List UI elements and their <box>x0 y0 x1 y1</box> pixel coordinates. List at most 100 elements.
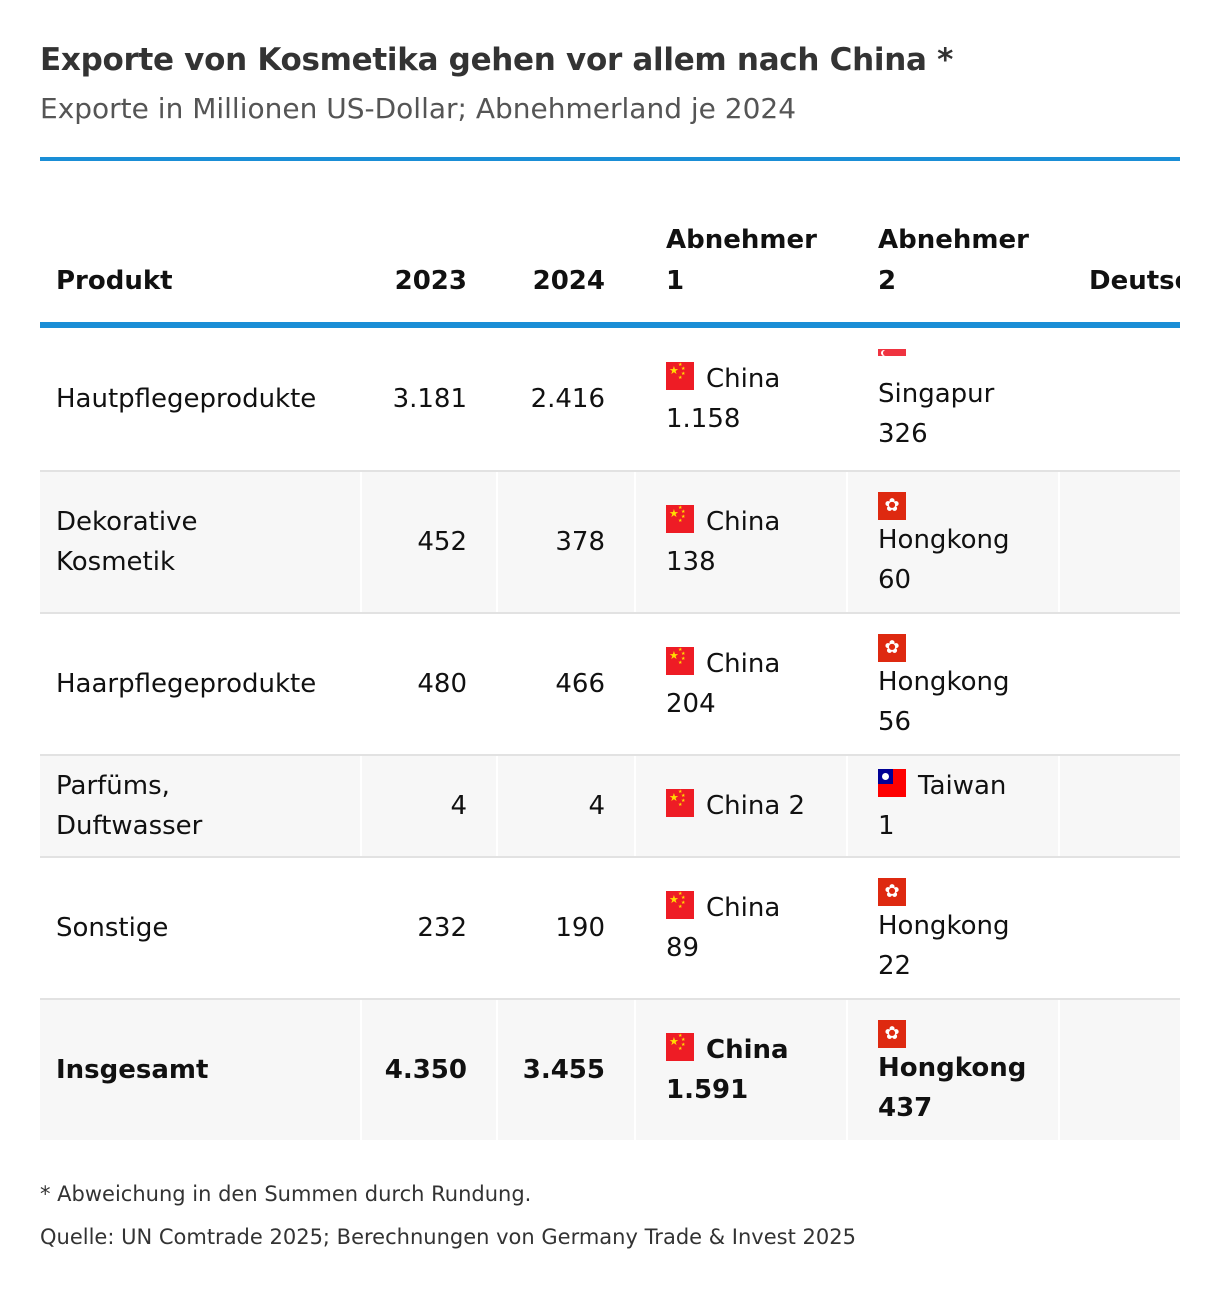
column-separator <box>846 756 848 856</box>
china-flag-icon: ★ ★ ★ ★ ★ <box>666 891 694 919</box>
col-header-abnehmer-1: Abnehmer 1 <box>666 226 817 296</box>
cell-2023: 232 <box>417 913 467 943</box>
singapore-flag-icon <box>878 349 906 363</box>
abnehmer-2-value: 437 <box>878 1092 933 1123</box>
column-separator <box>496 1000 498 1140</box>
cell-abnehmer-1: ★ ★ ★ ★ ★ China 138 <box>666 472 856 612</box>
table-row: Parfüms, Duftwasser 4 4 ★ ★ ★ ★ ★ China 2 Taiwan 1 <box>40 754 1180 856</box>
cell-abnehmer-2: Taiwan 1 <box>878 756 1068 856</box>
column-separator <box>496 472 498 612</box>
footnote: * Abweichung in den Summen durch Rundung… <box>40 1182 532 1206</box>
col-header-deutschland-partial: Deutsc <box>1089 266 1180 296</box>
abnehmer-2-value: 22 <box>878 950 912 981</box>
column-separator <box>360 756 362 856</box>
abnehmer-2-country: Hongkong <box>878 1052 1027 1083</box>
produkt-line: Hautpflegeprodukte <box>56 384 317 414</box>
hongkong-flag-icon: ✿ <box>878 633 906 662</box>
hongkong-flag-icon: ✿ <box>878 1019 906 1048</box>
abnehmer-2-country: Hongkong <box>878 666 1010 697</box>
cell-2024: 190 <box>555 913 605 943</box>
abnehmer-1-country: China <box>706 507 781 537</box>
chart-title: Exporte von Kosmetika gehen vor allem na… <box>40 42 953 78</box>
table-row: Dekorative Kosmetik 452 378 ★ ★ ★ ★ ★ China 138 ✿ Ho… <box>40 470 1180 612</box>
cell-2023: 452 <box>417 527 467 557</box>
abnehmer-2-value: 326 <box>878 419 928 449</box>
cell-abnehmer-1: ★ ★ ★ ★ ★ China 204 <box>666 614 856 754</box>
cell-abnehmer-2: ✿ Hongkong 437 <box>878 1000 1068 1140</box>
column-separator <box>634 472 636 612</box>
abnehmer-1-country: China <box>706 649 781 679</box>
cell-2024: 3.455 <box>522 1055 605 1085</box>
produkt-label: Haarpflegeprodukte <box>56 664 316 704</box>
col-header-2024: 2024 <box>532 266 605 296</box>
table-row: Haarpflegeprodukte 480 466 ★ ★ ★ ★ ★ China 204 ✿ Ho… <box>40 612 1180 754</box>
produkt-line: Kosmetik <box>56 547 176 577</box>
abnehmer-1-country: China <box>706 1035 789 1065</box>
abnehmer-2-country: Taiwan <box>918 771 1007 801</box>
produkt-line: Insgesamt <box>56 1055 209 1085</box>
cell-abnehmer-1: ★ ★ ★ ★ ★ China 2 <box>666 756 856 856</box>
produkt-label: Hautpflegeprodukte <box>56 379 316 419</box>
column-separator <box>1058 1000 1060 1140</box>
abnehmer-2-country: Hongkong <box>878 524 1010 555</box>
cell-2024: 4 <box>588 791 605 821</box>
cell-produkt: Sonstige <box>56 858 356 998</box>
abnehmer-1-country: China <box>706 893 781 923</box>
produkt-label: Insgesamt <box>56 1050 208 1090</box>
table-row: Hautpflegeprodukte 3.181 2.416 ★ ★ ★ ★ ★ China 1.… <box>40 328 1180 470</box>
hongkong-flag-icon: ✿ <box>878 491 906 520</box>
header-divider <box>40 322 1180 328</box>
produkt-line: Parfüms, <box>56 771 170 801</box>
produkt-line: Sonstige <box>56 913 169 943</box>
source-note: Quelle: UN Comtrade 2025; Berechnungen v… <box>40 1225 856 1249</box>
cell-2024: 466 <box>555 669 605 699</box>
cell-abnehmer-2: ✿ Hongkong 56 <box>878 614 1068 754</box>
cell-abnehmer-2: Singapur 326 <box>878 328 1068 470</box>
chart-subtitle: Exporte in Millionen US-Dollar; Abnehmer… <box>40 92 797 125</box>
abnehmer-1-country: China <box>706 364 781 394</box>
abnehmer-1-value: 204 <box>666 689 716 719</box>
table-header: Produkt 2023 2024 Abnehmer 1 Abnehmer 2 … <box>40 226 1180 322</box>
cell-2024: 2.416 <box>530 384 605 414</box>
cell-2024: 378 <box>555 527 605 557</box>
abnehmer-1-value: 89 <box>666 933 700 963</box>
abnehmer-2-country: Hongkong <box>878 910 1010 941</box>
col-header-2023: 2023 <box>394 266 467 296</box>
column-separator <box>846 472 848 612</box>
abnehmer-2-value: 1 <box>878 811 895 841</box>
cell-abnehmer-1: ★ ★ ★ ★ ★ China 1.591 <box>666 1000 856 1140</box>
taiwan-flag-icon <box>878 769 906 797</box>
abnehmer-2-country: Singapur <box>878 379 995 409</box>
cell-produkt: Parfüms, Duftwasser <box>56 756 356 856</box>
total-row: Insgesamt 4.350 3.455 ★ ★ ★ ★ ★ China 1.591 ✿ Hongk… <box>40 998 1180 1140</box>
china-flag-icon: ★ ★ ★ ★ ★ <box>666 362 694 390</box>
cell-produkt: Hautpflegeprodukte <box>56 328 356 470</box>
cell-produkt: Dekorative Kosmetik <box>56 472 356 612</box>
abnehmer-1-value: 1.158 <box>666 404 741 434</box>
title-divider <box>40 157 1180 161</box>
column-separator <box>496 756 498 856</box>
cell-2023: 4.350 <box>384 1055 467 1085</box>
export-table: Produkt 2023 2024 Abnehmer 1 Abnehmer 2 … <box>40 226 1180 1140</box>
china-flag-icon: ★ ★ ★ ★ ★ <box>666 1033 694 1061</box>
cell-abnehmer-1: ★ ★ ★ ★ ★ China 1.158 <box>666 328 856 470</box>
column-separator <box>846 1000 848 1140</box>
column-separator <box>1058 756 1060 856</box>
column-separator <box>360 1000 362 1140</box>
produkt-label: Sonstige <box>56 908 168 948</box>
column-separator <box>360 472 362 612</box>
col-header-produkt: Produkt <box>56 266 173 296</box>
abnehmer-2-value: 56 <box>878 706 912 737</box>
cell-abnehmer-1: ★ ★ ★ ★ ★ China 89 <box>666 858 856 998</box>
cell-2023: 4 <box>450 791 467 821</box>
abnehmer-2-value: 60 <box>878 564 912 595</box>
cell-abnehmer-2: ✿ Hongkong 22 <box>878 858 1068 998</box>
column-separator <box>634 756 636 856</box>
column-separator <box>634 1000 636 1140</box>
cell-produkt: Haarpflegeprodukte <box>56 614 356 754</box>
cell-2023: 3.181 <box>392 384 467 414</box>
produkt-label: Dekorative Kosmetik <box>56 502 197 582</box>
cell-2023: 480 <box>417 669 467 699</box>
col-header-abnehmer-2: Abnehmer 2 <box>878 226 1029 296</box>
abnehmer-1-text: China 2 <box>706 791 806 821</box>
